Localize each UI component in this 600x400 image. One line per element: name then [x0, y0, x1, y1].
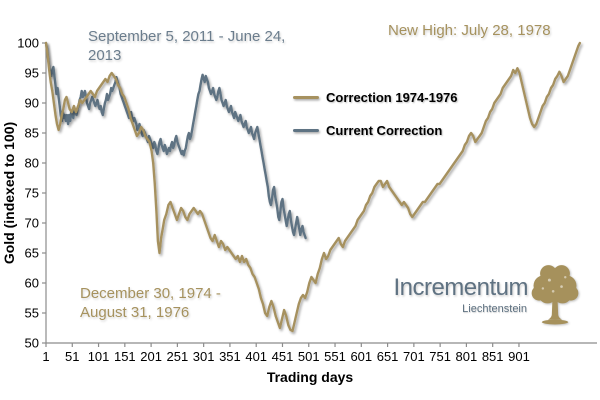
- x-tick-label: 901: [508, 349, 530, 364]
- x-tick-label: 601: [350, 349, 372, 364]
- x-tick-label: 251: [167, 349, 189, 364]
- legend-label: Correction 1974-1976: [326, 89, 458, 105]
- y-tick-label: 50: [25, 336, 39, 351]
- y-tick-label: 95: [25, 66, 39, 81]
- x-tick-label: 801: [456, 349, 478, 364]
- y-tick-label: 85: [25, 126, 39, 141]
- y-axis-title: Gold (indexed to 100): [1, 122, 17, 264]
- blue-line-swatch-icon: [293, 128, 319, 132]
- x-tick-label: 401: [245, 349, 267, 364]
- y-tick-label: 55: [25, 306, 39, 321]
- y-tick-label: 90: [25, 96, 39, 111]
- annotation-line: New High: July 28, 1978: [388, 22, 551, 39]
- tree-icon: [527, 260, 583, 330]
- series-line-current-correction: [44, 41, 307, 240]
- x-tick-label: 1: [42, 349, 49, 364]
- y-tick-label: 100: [17, 36, 39, 51]
- x-tick-label: 101: [88, 349, 110, 364]
- x-tick-label: 451: [272, 349, 294, 364]
- x-tick-label: 301: [193, 349, 215, 364]
- legend-item-correction-1974-1976: Correction 1974-1976: [293, 89, 458, 105]
- x-tick-label: 201: [140, 349, 162, 364]
- y-tick-label: 70: [25, 216, 39, 231]
- legend-item-current-correction: Current Correction: [293, 122, 442, 138]
- x-tick-label: 501: [298, 349, 320, 364]
- annotation-line: 2013: [88, 47, 122, 64]
- gold-line-swatch-icon: [293, 95, 319, 99]
- x-tick-label: 651: [377, 349, 399, 364]
- x-tick-label: 851: [482, 349, 504, 364]
- annotation-line: December 30, 1974 -: [80, 285, 221, 302]
- x-tick-label: 701: [403, 349, 425, 364]
- legend-label: Current Correction: [326, 122, 443, 138]
- x-tick-label: 151: [114, 349, 136, 364]
- y-tick-label: 80: [25, 156, 39, 171]
- annotation-new-high: New High: July 28, 1978: [388, 21, 551, 40]
- annotation-line: September 5, 2011 - June 24,: [88, 28, 286, 45]
- y-tick-label: 75: [25, 186, 39, 201]
- x-tick-label: 351: [219, 349, 241, 364]
- y-tick-label: 60: [25, 276, 39, 291]
- y-tick-label: 65: [25, 246, 39, 261]
- logo-subtitle: Liechtenstein: [462, 303, 527, 315]
- annotation-line: August 31, 1976: [80, 304, 190, 321]
- x-tick-label: 51: [65, 349, 79, 364]
- annotation-1974-correction-dates: December 30, 1974 - August 31, 1976: [80, 284, 221, 322]
- logo-name: Incrementum: [393, 274, 528, 301]
- x-axis-title: Trading days: [267, 369, 354, 385]
- series-line-correction-1974-1976: [44, 41, 582, 333]
- x-tick-label: 551: [324, 349, 346, 364]
- incrementum-logo: Incrementum Liechtenstein: [330, 274, 528, 316]
- annotation-current-correction-dates: September 5, 2011 - June 24, 2013: [88, 27, 306, 65]
- x-tick-label: 751: [429, 349, 451, 364]
